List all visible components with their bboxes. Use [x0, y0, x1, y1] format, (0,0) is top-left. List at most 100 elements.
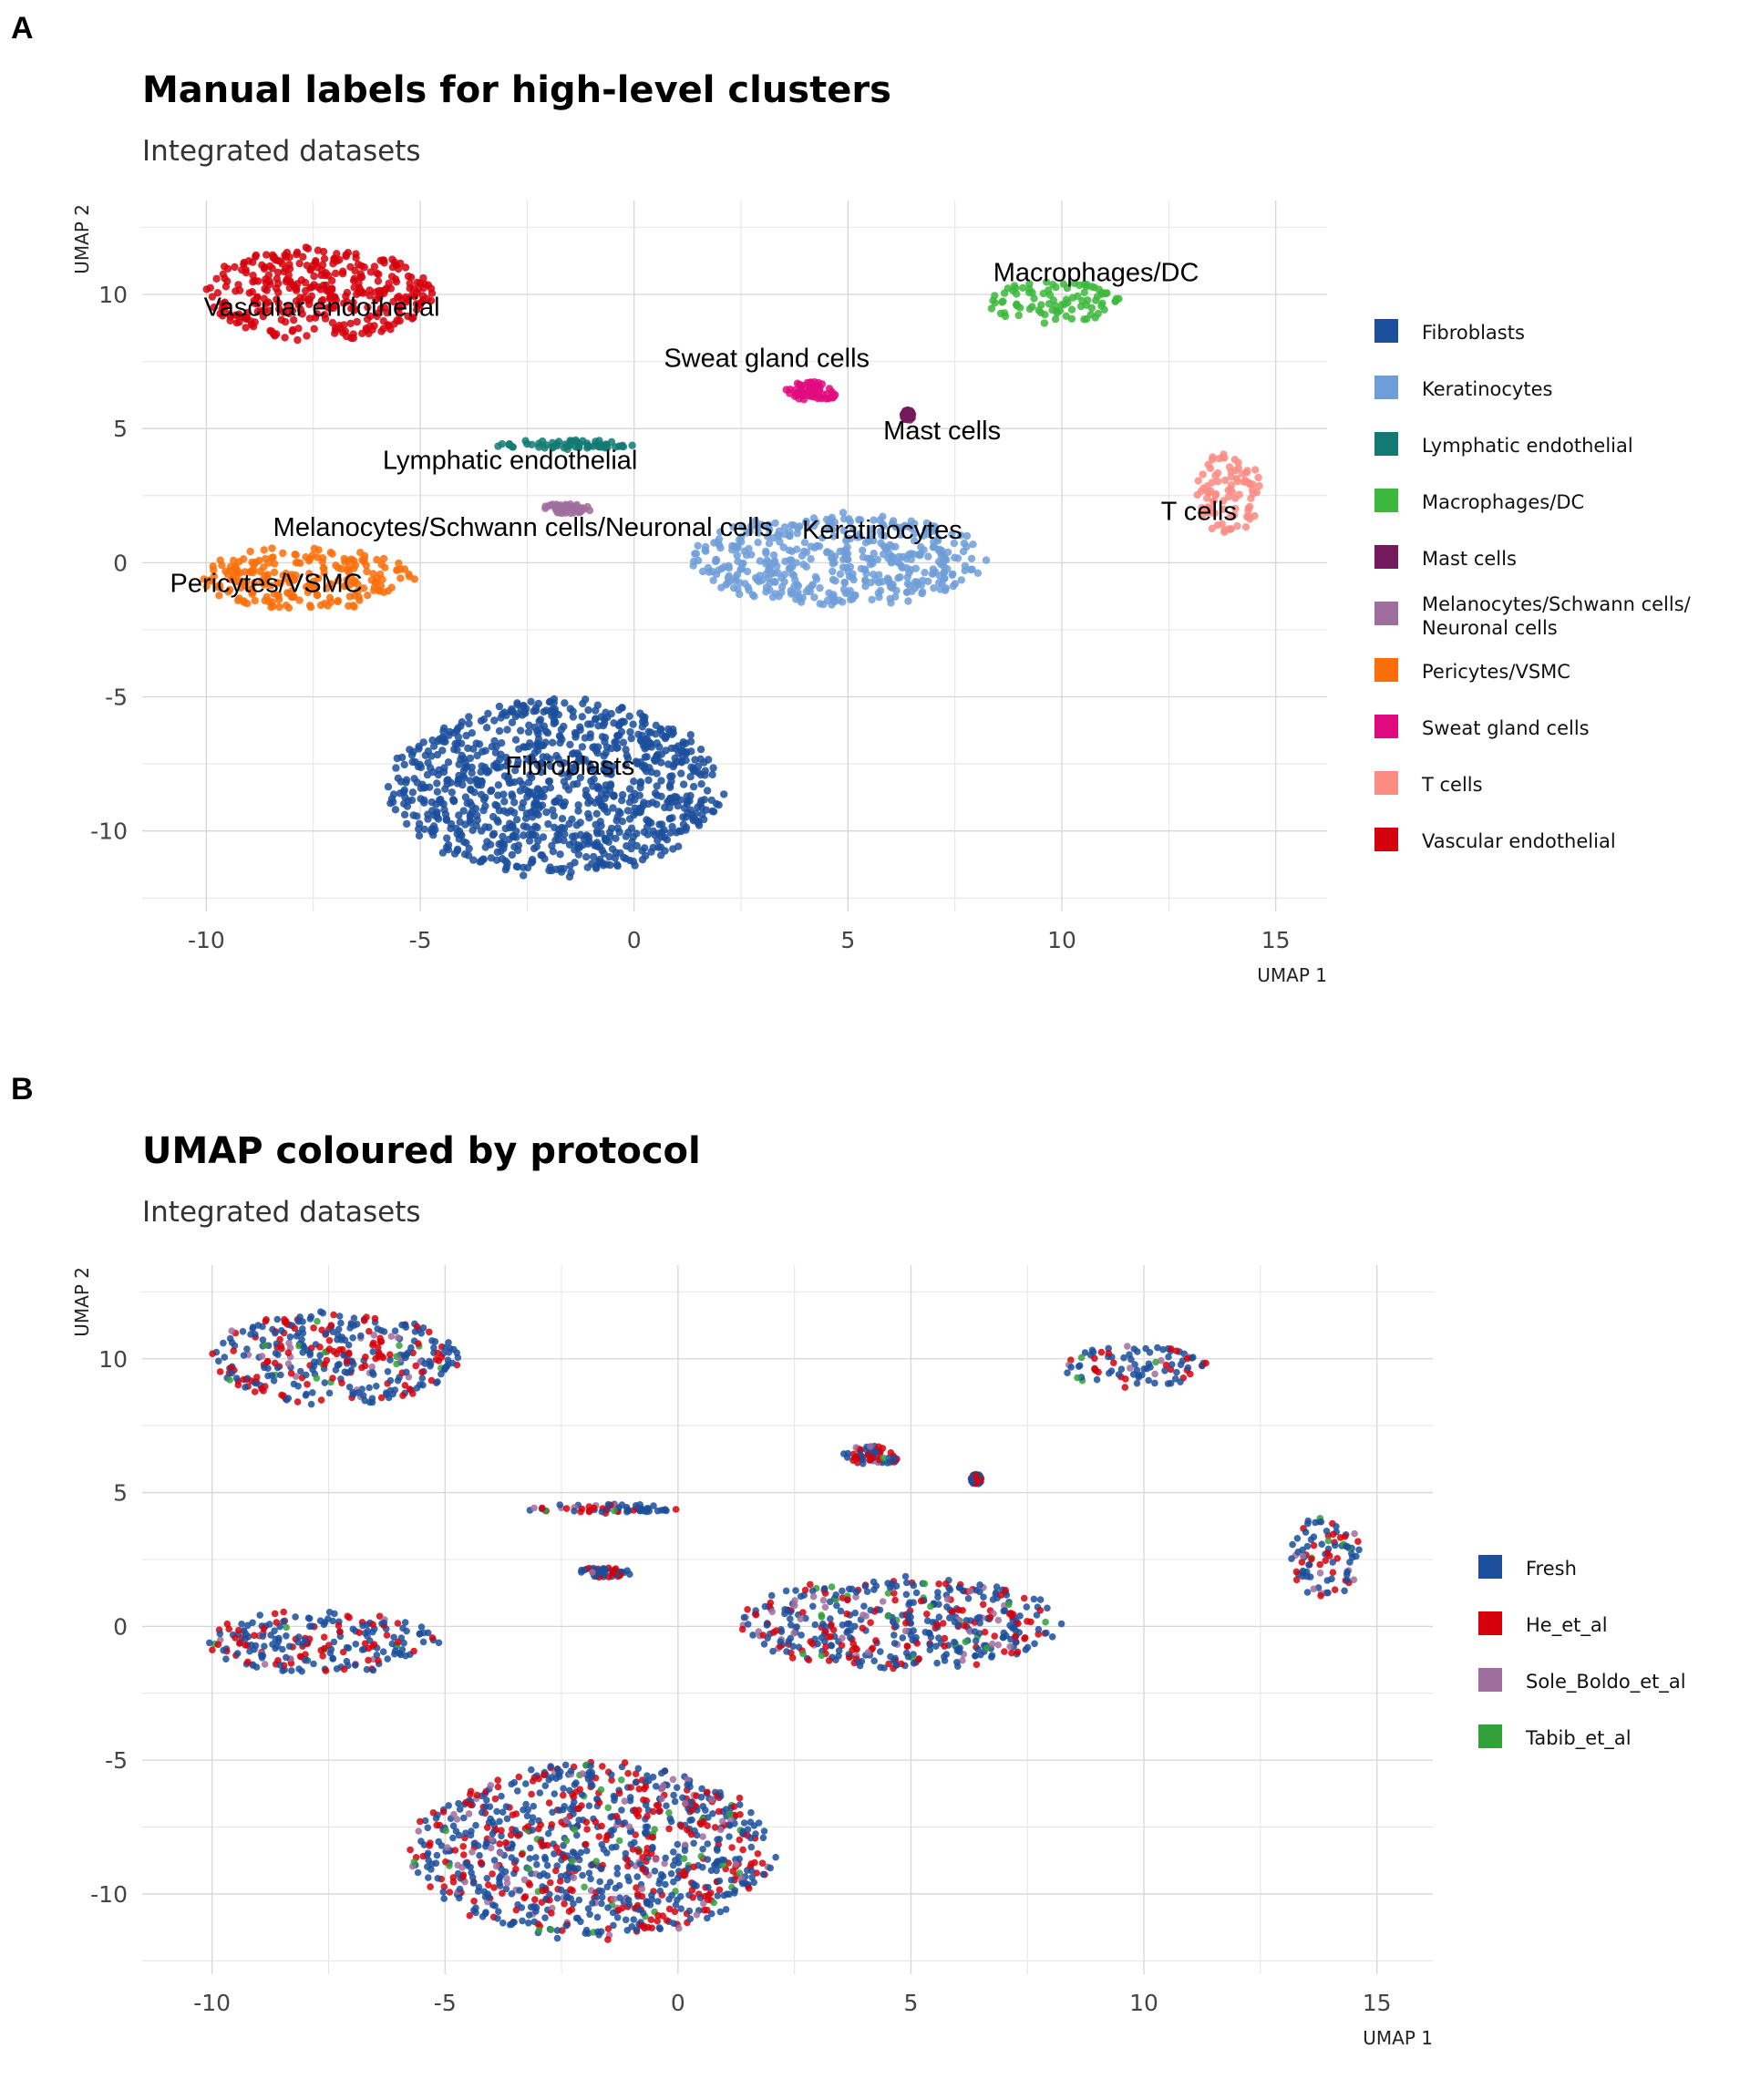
- cell-point: [278, 1327, 285, 1334]
- cell-point: [888, 542, 896, 551]
- cell-point: [746, 1834, 755, 1842]
- cell-point: [458, 739, 466, 747]
- cell-point: [829, 567, 837, 576]
- cell-point: [609, 762, 617, 770]
- cell-point: [612, 834, 620, 842]
- cell-point: [624, 1896, 633, 1904]
- cell-point: [957, 576, 966, 584]
- cell-point: [951, 1638, 958, 1646]
- cell-point: [994, 1616, 1003, 1624]
- cell-point: [677, 758, 686, 767]
- cell-point: [283, 1396, 291, 1404]
- cell-point: [562, 1505, 571, 1512]
- cell-point: [943, 1595, 952, 1603]
- cell-point: [312, 257, 320, 265]
- cell-point: [433, 1851, 441, 1859]
- cell-point: [418, 780, 427, 788]
- y-tick-label: 0: [113, 550, 128, 576]
- cluster-label: Pericytes/VSMC: [170, 570, 363, 599]
- cell-point: [386, 1376, 395, 1385]
- cell-point: [419, 738, 427, 746]
- cell-point: [867, 1443, 874, 1450]
- cell-point: [860, 1611, 867, 1619]
- cell-point: [439, 800, 448, 808]
- cell-point: [1133, 1379, 1141, 1387]
- cell-point: [503, 1815, 511, 1823]
- cell-point: [785, 546, 793, 554]
- legend-label: Melanocytes/Schwann cells/Neuronal cells: [1422, 593, 1692, 639]
- cell-point: [829, 575, 838, 584]
- cell-point: [799, 1609, 807, 1616]
- cell-point: [1151, 1379, 1158, 1387]
- cell-point: [350, 602, 358, 611]
- cell-point: [677, 1822, 685, 1829]
- cell-point: [428, 736, 437, 745]
- cell-point: [744, 1621, 752, 1628]
- cell-point: [445, 1802, 453, 1809]
- cell-point: [623, 751, 631, 759]
- cell-point: [681, 1847, 689, 1855]
- cell-point: [518, 1904, 526, 1911]
- cell-point: [534, 837, 542, 845]
- cell-point: [673, 1784, 681, 1791]
- cell-point: [288, 1667, 295, 1674]
- cell-point: [546, 762, 555, 770]
- cell-point: [716, 544, 725, 552]
- cell-point: [405, 570, 413, 579]
- cell-point: [939, 1620, 947, 1627]
- cell-point: [266, 262, 274, 271]
- cell-point: [362, 1354, 369, 1361]
- cell-point: [662, 1854, 669, 1862]
- cell-point: [519, 780, 527, 788]
- cell-point: [633, 1873, 641, 1880]
- cell-point: [451, 1847, 459, 1854]
- cell-point: [483, 768, 491, 777]
- cell-point: [679, 780, 688, 788]
- cell-point: [863, 1588, 871, 1595]
- cell-point: [713, 1845, 721, 1852]
- cell-point: [679, 813, 687, 821]
- cell-point: [439, 1808, 448, 1816]
- cell-point: [330, 1638, 338, 1646]
- cell-point: [1039, 289, 1048, 298]
- cell-point: [942, 1651, 951, 1658]
- cell-point: [512, 1857, 520, 1865]
- cell-point: [504, 775, 512, 783]
- cell-point: [549, 848, 558, 856]
- cell-point: [399, 1392, 407, 1399]
- cell-point: [283, 1653, 290, 1662]
- cell-point: [1187, 1370, 1194, 1378]
- cell-point: [551, 798, 559, 807]
- cell-point: [425, 1874, 432, 1881]
- cell-point: [342, 252, 350, 261]
- cell-point: [890, 1640, 899, 1647]
- cell-point: [361, 1362, 369, 1370]
- cell-point: [552, 1867, 560, 1875]
- cell-point: [590, 1504, 598, 1512]
- cell-point: [598, 1822, 605, 1830]
- cell-point: [571, 832, 580, 840]
- cell-point: [819, 1596, 828, 1604]
- cell-point: [261, 1642, 268, 1650]
- cell-point: [560, 722, 568, 731]
- cell-point: [860, 565, 870, 574]
- cell-point: [690, 1863, 697, 1871]
- cell-point: [1183, 1354, 1191, 1363]
- cell-point: [966, 1588, 974, 1595]
- cell-point: [426, 783, 434, 791]
- cell-point: [369, 1628, 376, 1636]
- cell-point: [218, 561, 226, 570]
- cell-point: [309, 1389, 316, 1396]
- legend-item: Fresh: [1478, 1555, 1577, 1580]
- cell-point: [429, 768, 438, 777]
- cell-point: [1048, 1633, 1056, 1641]
- cell-point: [496, 1882, 504, 1889]
- cell-point: [370, 1371, 377, 1378]
- cell-point: [386, 1351, 394, 1358]
- cell-point: [1006, 1642, 1014, 1651]
- cell-point: [870, 571, 878, 579]
- cell-point: [618, 704, 626, 712]
- cell-point: [648, 1891, 655, 1899]
- cell-point: [786, 532, 794, 540]
- cell-point: [601, 1570, 609, 1577]
